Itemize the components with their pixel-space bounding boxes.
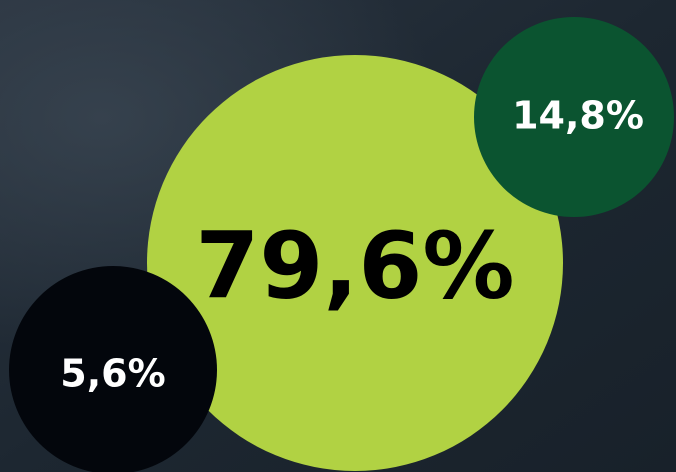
green-circle-label: 14,8% [512,94,644,138]
green-circle [474,17,674,217]
large-circle-label: 79,6% [195,212,514,319]
black-circle-label: 5,6% [60,352,165,396]
large-circle [147,55,563,471]
black-circle [9,266,217,472]
